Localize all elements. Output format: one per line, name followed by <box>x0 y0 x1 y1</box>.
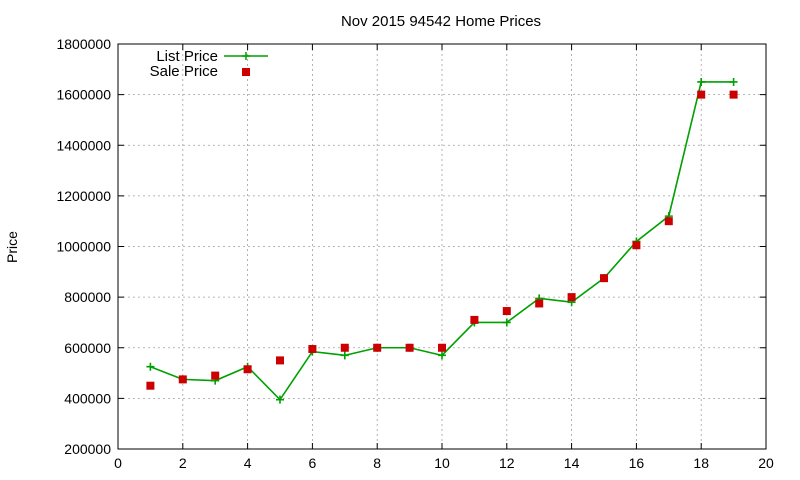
y-tick-label: 800000 <box>64 289 111 305</box>
x-tick-label: 14 <box>564 455 580 471</box>
x-tick-label: 2 <box>179 455 187 471</box>
sale-price-point <box>567 293 576 302</box>
sale-price-point <box>243 365 252 374</box>
sale-price-point <box>502 307 511 316</box>
chart-title: Nov 2015 94542 Home Prices <box>341 13 541 30</box>
sale-price-point <box>470 315 479 324</box>
sale-price-point <box>276 356 284 365</box>
sale-price-point <box>146 381 155 390</box>
sale-price-point <box>535 299 544 308</box>
x-tick-label: 18 <box>693 455 709 471</box>
y-tick-label: 1600000 <box>56 87 111 103</box>
x-tick-label: 20 <box>758 455 774 471</box>
x-tick-label: 8 <box>373 455 381 471</box>
y-tick-label: 200000 <box>64 441 111 457</box>
sale-price-point <box>373 343 382 352</box>
sale-price-point <box>178 375 187 384</box>
sale-price-point <box>308 345 317 354</box>
axis-ticks: 0 2 4 6 8 10 12 14 16 18 20 200000 400000 600000 80000… <box>56 36 774 471</box>
legend: List Price Sale Price <box>150 48 268 80</box>
sale-price-point <box>600 274 608 283</box>
legend-marker-sale-price <box>242 68 250 76</box>
sale-price-point <box>211 371 220 380</box>
sale-price-point <box>405 343 414 352</box>
list-price-point <box>438 351 446 360</box>
list-price-point <box>340 351 349 360</box>
list-price-point <box>502 318 511 327</box>
legend-marker-list-price <box>242 52 250 60</box>
y-tick-label: 400000 <box>64 390 111 406</box>
y-tick-label: 1200000 <box>56 188 111 204</box>
sale-price-point <box>729 90 738 99</box>
x-tick-label: 12 <box>499 455 515 471</box>
legend-label-list-price: List Price <box>156 48 218 65</box>
y-tick-label: 1000000 <box>56 239 111 255</box>
legend-label-sale-price: Sale Price <box>150 63 218 80</box>
x-tick-label: 10 <box>434 455 450 471</box>
y-tick-label: 600000 <box>64 340 111 356</box>
x-tick-label: 16 <box>629 455 645 471</box>
list-price-point <box>697 77 706 86</box>
x-tick-label: 6 <box>309 455 317 471</box>
sale-price-point <box>664 217 673 226</box>
x-tick-label: 0 <box>114 455 122 471</box>
sale-price-point <box>632 241 641 250</box>
series <box>146 77 738 404</box>
list-price-point <box>729 77 738 86</box>
list-price-point <box>276 395 284 404</box>
y-axis-label: Price <box>4 231 20 263</box>
x-tick-label: 4 <box>244 455 252 471</box>
grid <box>118 44 766 449</box>
sale-price-point <box>697 90 706 99</box>
y-tick-label: 1800000 <box>56 36 111 52</box>
y-tick-label: 1400000 <box>56 137 111 153</box>
sale-price-point <box>340 343 349 352</box>
sale-price-point <box>438 343 446 352</box>
list-price-point <box>146 362 155 371</box>
